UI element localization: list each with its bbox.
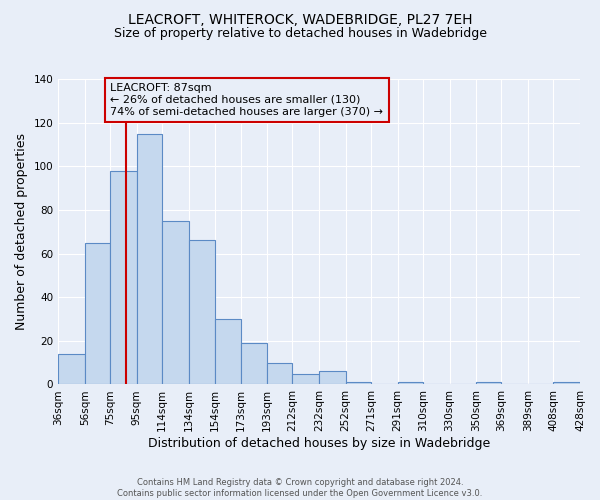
Bar: [215, 319, 241, 384]
Bar: [553, 382, 580, 384]
Bar: [476, 382, 502, 384]
Bar: [292, 374, 319, 384]
Y-axis label: Number of detached properties: Number of detached properties: [15, 133, 28, 330]
Text: Contains HM Land Registry data © Crown copyright and database right 2024.
Contai: Contains HM Land Registry data © Crown c…: [118, 478, 482, 498]
Bar: [162, 221, 188, 384]
Bar: [58, 354, 85, 384]
Bar: [267, 362, 292, 384]
Bar: [110, 170, 137, 384]
X-axis label: Distribution of detached houses by size in Wadebridge: Distribution of detached houses by size …: [148, 437, 490, 450]
Bar: [241, 343, 267, 384]
Bar: [85, 242, 110, 384]
Bar: [398, 382, 423, 384]
Text: Size of property relative to detached houses in Wadebridge: Size of property relative to detached ho…: [113, 28, 487, 40]
Text: LEACROFT, WHITEROCK, WADEBRIDGE, PL27 7EH: LEACROFT, WHITEROCK, WADEBRIDGE, PL27 7E…: [128, 12, 472, 26]
Bar: [319, 372, 346, 384]
Text: LEACROFT: 87sqm
← 26% of detached houses are smaller (130)
74% of semi-detached : LEACROFT: 87sqm ← 26% of detached houses…: [110, 84, 383, 116]
Bar: [188, 240, 215, 384]
Bar: [137, 134, 162, 384]
Bar: [346, 382, 371, 384]
